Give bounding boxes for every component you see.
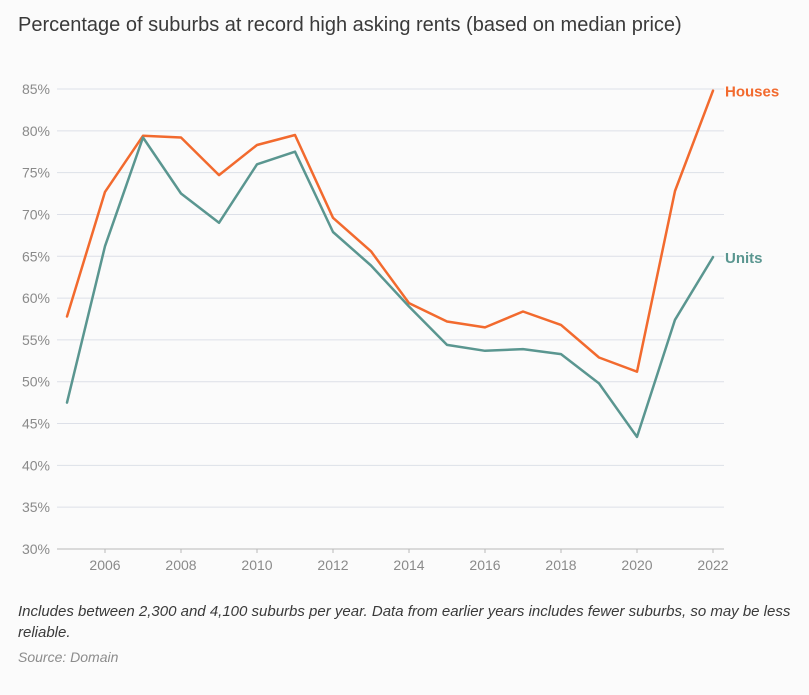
y-tick-label: 40% (22, 457, 50, 473)
chart-note: Includes between 2,300 and 4,100 suburbs… (18, 603, 791, 641)
chart-source: Source: Domain (18, 649, 119, 665)
y-tick-label: 85% (22, 81, 50, 97)
series-labels: Houses Units (725, 84, 779, 267)
x-tick-label: 2016 (469, 557, 500, 573)
x-tick-label: 2012 (317, 557, 348, 573)
chart-title: Percentage of suburbs at record high ask… (18, 14, 682, 36)
line-chart: 30% 35% 40% 45% 50% 55% 60% 65% 70% 75% 80% 85% 200… (22, 81, 779, 573)
y-tick-label: 55% (22, 332, 50, 348)
gridlines (57, 88, 724, 550)
y-tick-label: 75% (22, 165, 50, 181)
x-tick-label: 2006 (89, 557, 120, 573)
series-line-houses (65, 89, 715, 373)
x-tick-label: 2020 (621, 557, 652, 573)
x-tick-label: 2010 (241, 557, 272, 573)
x-tick-label: 2018 (545, 557, 576, 573)
series-label-houses: Houses (725, 84, 779, 101)
y-tick-label: 80% (22, 123, 50, 139)
series-label-units: Units (725, 250, 763, 267)
y-tick-label: 60% (22, 290, 50, 306)
series-lines (65, 89, 715, 439)
y-tick-label: 70% (22, 206, 50, 222)
x-axis: 2006 2008 2010 2012 2014 2016 2018 2020 2022 (89, 549, 729, 573)
y-tick-label: 50% (22, 374, 50, 390)
x-tick-label: 2014 (393, 557, 424, 573)
series-line-units (65, 136, 715, 439)
y-tick-label: 30% (22, 541, 50, 557)
y-tick-label: 45% (22, 416, 50, 432)
y-tick-label: 35% (22, 499, 50, 515)
x-tick-label: 2008 (165, 557, 196, 573)
y-axis: 30% 35% 40% 45% 50% 55% 60% 65% 70% 75% 80% 85% (22, 81, 50, 557)
x-tick-label: 2022 (697, 557, 728, 573)
y-tick-label: 65% (22, 248, 50, 264)
